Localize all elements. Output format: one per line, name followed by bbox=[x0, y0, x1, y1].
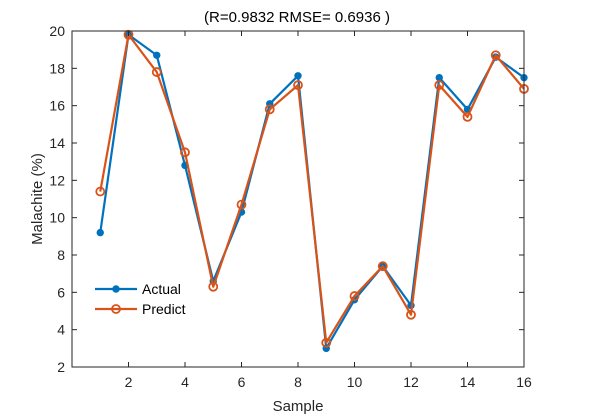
data-point-actual bbox=[153, 51, 161, 59]
data-point-predict bbox=[236, 199, 247, 210]
legend: Actual Predict bbox=[95, 281, 186, 317]
y-tick-label: 20 bbox=[49, 23, 65, 39]
data-point-predict bbox=[490, 50, 501, 61]
legend-marker-predict bbox=[111, 304, 121, 314]
legend-marker-actual bbox=[112, 285, 120, 293]
data-point-predict bbox=[151, 67, 162, 77]
x-tick-label: 8 bbox=[294, 374, 302, 390]
x-tick-label: 12 bbox=[403, 374, 419, 390]
y-tick-label: 18 bbox=[49, 60, 65, 76]
series-predict bbox=[95, 29, 529, 348]
data-point-predict bbox=[349, 291, 360, 301]
data-point-predict bbox=[377, 261, 388, 272]
data-point-actual bbox=[435, 73, 443, 82]
y-tick-label: 2 bbox=[57, 359, 65, 375]
y-tick-label: 14 bbox=[49, 135, 65, 151]
data-point-predict bbox=[406, 309, 416, 320]
ticks-layer: 2 4 6 8 10 12 14 16 2 4 6 8 10 12 14 16 18 20 bbox=[49, 23, 532, 390]
x-tick-label: 14 bbox=[460, 374, 476, 390]
y-tick-label: 4 bbox=[57, 322, 65, 338]
x-tick-label: 2 bbox=[125, 374, 133, 390]
data-point-predict bbox=[264, 104, 275, 115]
y-tick-label: 16 bbox=[49, 98, 65, 114]
x-tick-label: 4 bbox=[181, 374, 189, 390]
series-line-predict bbox=[99, 33, 525, 344]
legend-label-actual: Actual bbox=[142, 281, 181, 297]
data-point-actual bbox=[294, 72, 302, 80]
chart-title: (R=0.9832 RMSE= 0.6936 ) bbox=[204, 9, 390, 26]
data-point-predict bbox=[321, 337, 332, 348]
data-point-actual bbox=[96, 228, 104, 237]
y-tick-label: 12 bbox=[49, 172, 65, 188]
y-tick-label: 6 bbox=[57, 284, 65, 300]
x-tick-label: 16 bbox=[516, 374, 532, 390]
y-axis-label: Malachite (%) bbox=[29, 153, 46, 245]
x-axis-label: Sample bbox=[273, 398, 324, 415]
x-tick-label: 10 bbox=[347, 374, 363, 390]
data-point-predict bbox=[293, 80, 303, 91]
x-tick-label: 6 bbox=[238, 374, 246, 390]
data-point-predict bbox=[462, 111, 473, 122]
legend-label-predict: Predict bbox=[142, 301, 186, 317]
data-point-predict bbox=[208, 281, 219, 292]
data-point-predict bbox=[434, 80, 445, 91]
series-layer bbox=[95, 29, 529, 353]
data-point-predict bbox=[95, 186, 106, 197]
y-tick-label: 8 bbox=[57, 247, 65, 263]
y-tick-label: 10 bbox=[49, 210, 65, 226]
data-point-predict bbox=[180, 147, 190, 158]
